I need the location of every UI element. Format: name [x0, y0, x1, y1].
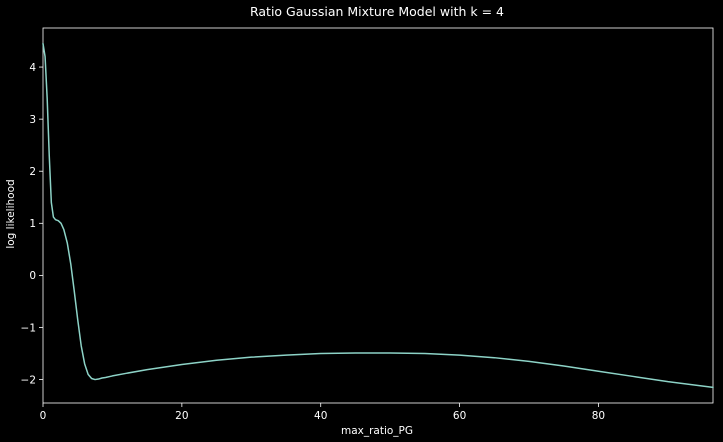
x-tick-label: 60: [453, 410, 466, 422]
x-axis-ticks: 0 20 40 60 80: [40, 403, 605, 422]
plot-frame: [42, 27, 714, 404]
x-tick-label: 80: [592, 410, 605, 422]
x-tick-label: 20: [175, 410, 188, 422]
x-axis-label: max_ratio_PG: [341, 425, 413, 437]
plot-area: [42, 27, 714, 404]
y-axis-ticks: −2 −1 0 1 2 3 4: [21, 62, 43, 386]
y-axis-label: log likelihood: [5, 179, 17, 248]
y-tick-label: 0: [29, 270, 36, 282]
x-tick-label: 0: [40, 410, 47, 422]
y-tick-label: −2: [21, 374, 36, 386]
y-tick-label: 3: [29, 114, 36, 126]
x-tick-label: 40: [314, 410, 327, 422]
series-line-0: [42, 42, 714, 389]
y-tick-label: 2: [29, 166, 36, 178]
y-tick-label: 1: [29, 218, 36, 230]
chart-title: Ratio Gaussian Mixture Model with k = 4: [250, 4, 504, 19]
y-tick-label: 4: [29, 62, 36, 74]
y-tick-label: −1: [21, 322, 36, 334]
